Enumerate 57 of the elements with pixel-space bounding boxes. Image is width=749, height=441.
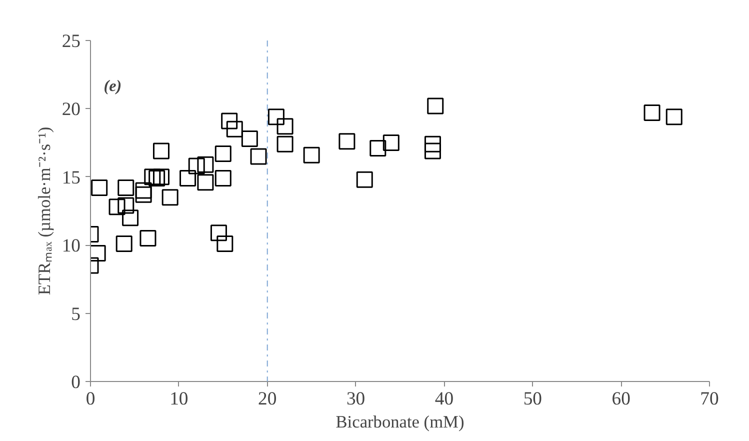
point [118, 197, 134, 214]
y-tick-label: 15 [62, 167, 80, 188]
point [197, 156, 214, 173]
point [276, 118, 294, 135]
point [210, 224, 227, 242]
x-tick-label: 0 [86, 388, 96, 410]
point [221, 112, 238, 130]
x-tick-label: 10 [170, 388, 188, 410]
point [144, 168, 161, 186]
y-tick-label: 5 [71, 304, 80, 325]
point [116, 235, 132, 252]
point [424, 142, 441, 160]
annotation: (e) [104, 78, 122, 96]
point [226, 120, 243, 138]
x-tick-label: 70 [700, 388, 719, 410]
point [268, 108, 284, 126]
point [162, 189, 178, 206]
point [303, 146, 320, 164]
point [644, 104, 660, 122]
y-tick-label: 0 [71, 372, 80, 393]
point [91, 180, 108, 196]
point [427, 98, 444, 114]
point [152, 142, 170, 160]
point [118, 180, 134, 196]
point [188, 158, 205, 174]
x-tick-label: 40 [434, 388, 454, 410]
point [135, 182, 152, 199]
x-tick-label: 30 [346, 388, 366, 410]
point [148, 170, 166, 187]
point [214, 145, 232, 162]
point [90, 245, 106, 262]
y-tick-label: 10 [62, 236, 80, 257]
point [250, 148, 267, 165]
point [276, 136, 294, 152]
point [180, 170, 196, 187]
x-tick-label: 20 [258, 388, 277, 410]
point [370, 140, 386, 157]
y-tick-label: 20 [62, 99, 80, 120]
point [356, 171, 373, 188]
point [241, 130, 258, 147]
point [135, 186, 152, 203]
x-tick-label: 50 [523, 388, 542, 410]
point [216, 235, 234, 252]
point [122, 210, 139, 226]
point [108, 198, 126, 216]
point [214, 170, 232, 187]
point [197, 174, 214, 191]
point [382, 134, 400, 152]
point [152, 168, 170, 186]
y-axis-title: ETRₘₐₓ (µmole·m⁻²·s⁻¹) [34, 126, 54, 296]
point [338, 133, 356, 150]
x-tick-label: 60 [612, 388, 630, 410]
point [140, 230, 156, 247]
point [666, 108, 682, 126]
point [424, 136, 441, 152]
y-tick-label: 25 [62, 31, 80, 52]
x-axis-title: Bicarbonate (mM) [336, 412, 464, 432]
